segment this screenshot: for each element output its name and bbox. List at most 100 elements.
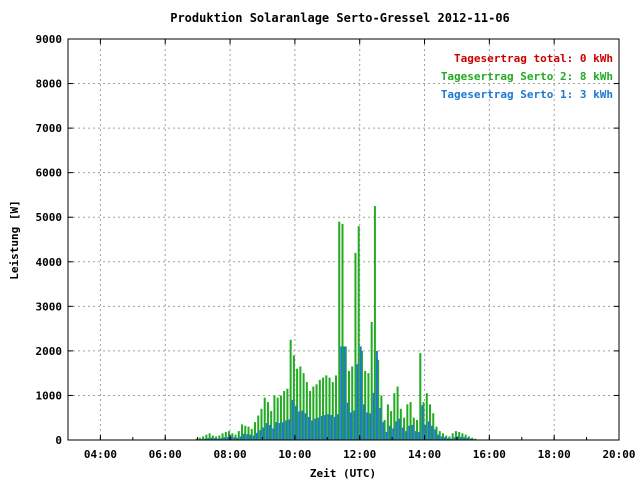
bar-serto-2	[451, 433, 454, 440]
bar-serto-2	[260, 408, 263, 440]
bar-serto-2	[286, 388, 289, 440]
bar-serto-2	[429, 404, 432, 440]
bar-serto-1	[434, 429, 437, 440]
bar-serto-2	[253, 422, 256, 440]
bar-serto-1	[375, 350, 378, 440]
x-tick-label: 08:00	[213, 448, 246, 461]
bar-serto-2	[422, 402, 425, 440]
bar-serto-1	[460, 436, 463, 440]
bar-serto-1	[288, 419, 291, 440]
legend-entry-total: Tagesertrag total: 0 kWh	[454, 52, 613, 65]
bar-serto-1	[249, 434, 252, 440]
bar-serto-1	[255, 432, 258, 440]
bar-serto-2	[448, 436, 451, 440]
bar-serto-2	[228, 431, 231, 440]
bar-serto-2	[302, 373, 305, 440]
bar-serto-1	[349, 412, 352, 440]
bar-serto-1	[418, 431, 421, 440]
bar-serto-1	[466, 437, 469, 440]
bar-serto-1	[372, 392, 375, 440]
bar-serto-2	[360, 350, 363, 440]
bar-serto-2	[357, 226, 360, 440]
bar-serto-2	[390, 411, 393, 440]
bar-serto-2	[396, 386, 399, 440]
x-tick-label: 20:00	[602, 448, 635, 461]
bar-serto-2	[202, 436, 205, 440]
bar-serto-1	[210, 437, 213, 440]
x-axis-label: Zeit (UTC)	[310, 467, 376, 480]
bar-serto-2	[344, 346, 347, 440]
bar-serto-1	[301, 410, 304, 440]
bar-serto-1	[330, 415, 333, 440]
bar-serto-1	[265, 423, 268, 440]
bar-serto-1	[230, 436, 233, 440]
bar-serto-2	[399, 408, 402, 440]
bar-serto-1	[259, 430, 262, 440]
bar-serto-1	[243, 433, 246, 440]
bar-serto-1	[294, 406, 297, 440]
bar-serto-2	[231, 433, 234, 440]
legend-entry-serto-2: Tagesertrag Serto 2: 8 kWh	[441, 70, 613, 83]
bar-serto-2	[299, 366, 302, 440]
bar-serto-1	[405, 431, 408, 440]
bar-serto-1	[353, 410, 356, 440]
bar-serto-2	[208, 433, 211, 440]
bar-serto-2	[325, 375, 328, 440]
bar-serto-2	[273, 395, 276, 440]
bar-serto-2	[257, 415, 260, 440]
bar-serto-2	[322, 377, 325, 440]
bar-serto-2	[467, 436, 470, 440]
bar-serto-1	[307, 416, 310, 440]
bar-serto-1	[356, 364, 359, 440]
bar-serto-2	[205, 434, 208, 440]
bar-serto-2	[432, 413, 435, 440]
bar-serto-2	[412, 417, 415, 440]
bar-serto-2	[441, 433, 444, 440]
bar-serto-1	[340, 346, 343, 440]
bar-serto-1	[298, 411, 301, 440]
y-tick-label: 7000	[36, 122, 63, 135]
bar-serto-2	[373, 206, 376, 440]
bar-serto-2	[318, 379, 321, 440]
y-axis-label: Leistung [W]	[8, 200, 21, 279]
bar-serto-2	[364, 370, 367, 440]
bar-serto-1	[311, 420, 314, 440]
bar-serto-2	[198, 437, 201, 440]
bar-serto-2	[270, 411, 273, 440]
bar-serto-2	[458, 431, 461, 440]
bar-serto-1	[226, 436, 229, 440]
bar-serto-1	[431, 425, 434, 440]
bar-serto-1	[314, 418, 317, 440]
x-tick-label: 06:00	[149, 448, 182, 461]
bar-serto-2	[224, 431, 227, 440]
bar-serto-2	[354, 252, 357, 440]
y-tick-label: 8000	[36, 78, 63, 91]
bar-serto-1	[388, 425, 391, 440]
bar-serto-1	[427, 421, 430, 440]
bar-serto-1	[327, 414, 330, 440]
bar-serto-2	[403, 417, 406, 440]
bar-serto-1	[285, 420, 288, 440]
bar-serto-1	[366, 412, 369, 440]
bar-serto-2	[328, 377, 331, 440]
bar-serto-1	[320, 415, 323, 440]
bar-serto-1	[252, 435, 255, 440]
bar-serto-2	[215, 436, 218, 440]
bar-serto-2	[312, 386, 315, 440]
bar-serto-2	[218, 435, 221, 440]
bar-serto-2	[351, 366, 354, 440]
bar-serto-2	[292, 355, 295, 440]
y-tick-label: 5000	[36, 211, 63, 224]
bar-serto-1	[411, 424, 414, 440]
bar-serto-1	[213, 438, 216, 440]
bar-serto-1	[453, 437, 456, 440]
bar-serto-2	[283, 390, 286, 440]
y-tick-label: 1000	[36, 389, 63, 402]
bar-serto-1	[291, 399, 294, 440]
bar-serto-2	[341, 223, 344, 440]
bar-serto-1	[272, 428, 275, 440]
chart-title: Produktion Solaranlage Serto-Gressel 201…	[170, 11, 510, 25]
bar-serto-1	[317, 417, 320, 440]
x-tick-label: 10:00	[278, 448, 311, 461]
